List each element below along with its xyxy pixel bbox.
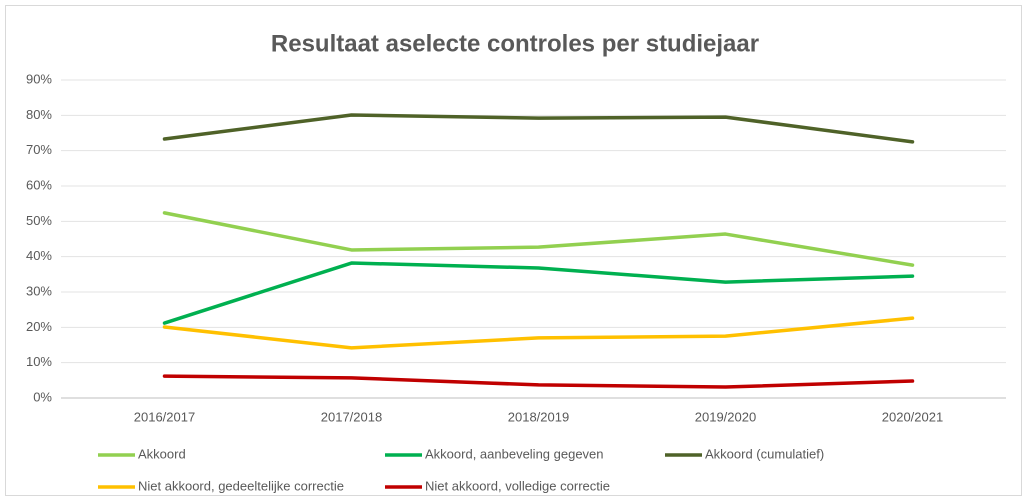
- x-tick-label: 2016/2017: [134, 409, 195, 424]
- legend-label: Akkoord: [138, 446, 186, 461]
- y-tick-label: 90%: [26, 71, 52, 86]
- legend-label: Niet akkoord, volledige correctie: [425, 478, 610, 493]
- y-tick-label: 0%: [33, 389, 52, 404]
- y-tick-label: 80%: [26, 107, 52, 122]
- legend-label: Niet akkoord, gedeeltelijke correctie: [138, 478, 344, 493]
- chart-title: Resultaat aselecte controles per studiej…: [271, 30, 759, 57]
- x-tick-label: 2018/2019: [508, 409, 569, 424]
- series-line: [162, 113, 915, 144]
- x-tick-label: 2017/2018: [321, 409, 382, 424]
- y-tick-label: 50%: [26, 213, 52, 228]
- series-line: [162, 374, 915, 389]
- legend-label: Akkoord (cumulatief): [705, 446, 824, 461]
- series-line: [162, 211, 915, 267]
- chart-border: [5, 5, 1022, 496]
- y-tick-label: 30%: [26, 283, 52, 298]
- y-tick-label: 60%: [26, 177, 52, 192]
- y-tick-label: 20%: [26, 319, 52, 334]
- series-line: [162, 261, 915, 325]
- y-tick-label: 70%: [26, 142, 52, 157]
- series-line: [162, 316, 915, 350]
- x-tick-label: 2020/2021: [882, 409, 943, 424]
- y-tick-label: 40%: [26, 248, 52, 263]
- x-tick-label: 2019/2020: [695, 409, 756, 424]
- y-tick-label: 10%: [26, 354, 52, 369]
- legend-label: Akkoord, aanbeveling gegeven: [425, 446, 604, 461]
